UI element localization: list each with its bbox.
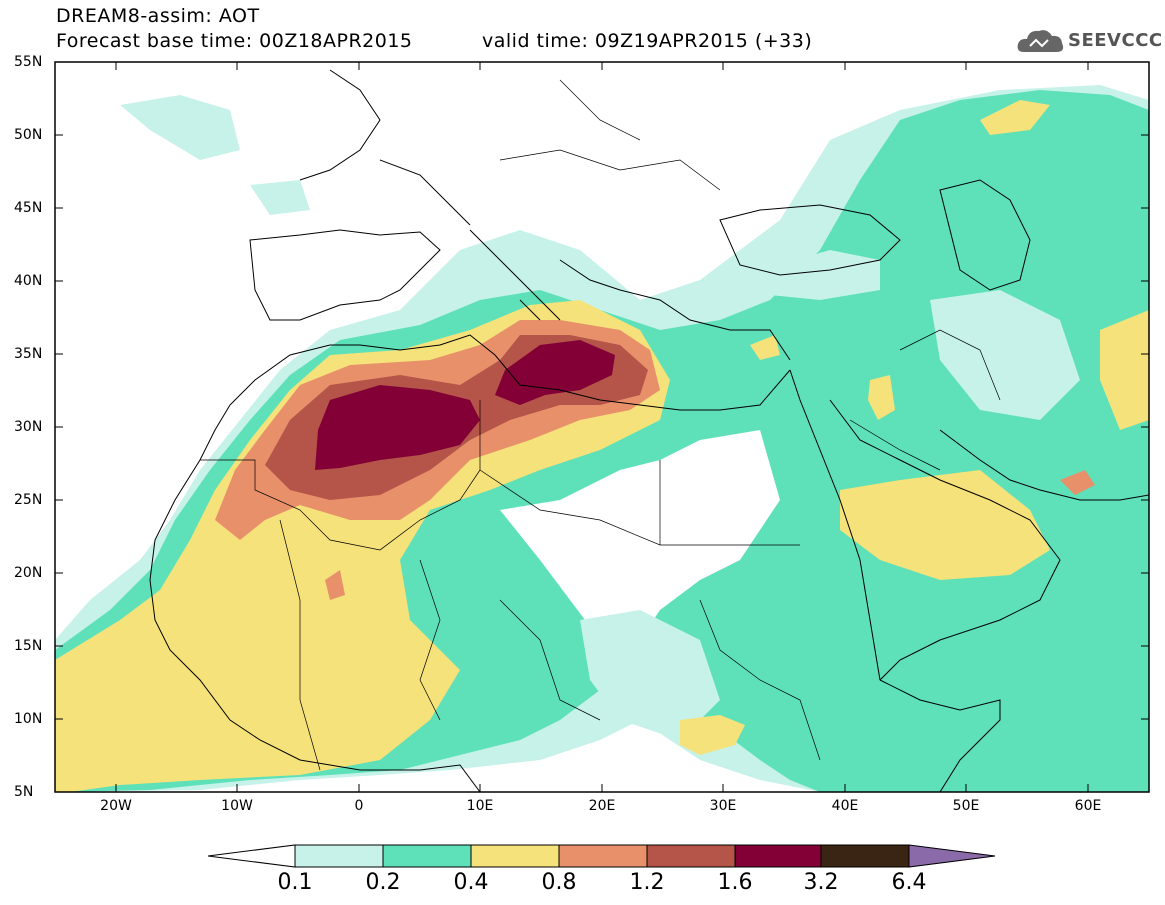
lat-label: 10N bbox=[14, 711, 43, 727]
colorbar-high-arrow bbox=[908, 844, 996, 868]
base-time-label: Forecast base time: 00Z18APR2015 bbox=[56, 30, 413, 52]
coast-france-uk bbox=[299, 69, 471, 226]
tick-marks bbox=[55, 61, 1149, 792]
colorbar-swatch-5 bbox=[646, 844, 736, 868]
lat-label: 30N bbox=[14, 419, 43, 435]
colorbar-label: 1.2 bbox=[629, 870, 665, 895]
colorbar-swatch-1 bbox=[294, 844, 384, 868]
colorbar bbox=[207, 844, 996, 868]
lon-label: 40E bbox=[831, 798, 859, 814]
colorbar-label: 0.8 bbox=[541, 870, 577, 895]
colorbar-label: 6.4 bbox=[891, 870, 927, 895]
coast-persian-gulf bbox=[939, 429, 1149, 501]
aot-band-0.4-iran bbox=[1100, 310, 1149, 430]
aot-band-0.4-sudan bbox=[680, 715, 745, 755]
aot-low-sudan bbox=[580, 610, 720, 740]
aot-band-0.8-patch bbox=[325, 570, 345, 600]
aot-low-sahara bbox=[500, 430, 780, 640]
lat-label: 20N bbox=[14, 565, 43, 581]
coast-red-sea bbox=[789, 369, 881, 681]
aot-band-1.6-east bbox=[495, 340, 615, 405]
coast-arabia bbox=[829, 399, 1061, 681]
coast-balkans bbox=[559, 259, 791, 361]
lat-label: 25N bbox=[14, 492, 43, 508]
colorbar-swatch-6 bbox=[734, 844, 822, 868]
lat-label: 45N bbox=[14, 200, 43, 216]
colorbar-swatch-7 bbox=[820, 844, 910, 868]
lon-label: 20E bbox=[588, 798, 616, 814]
aot-band-0.4-caspian bbox=[980, 100, 1050, 135]
aot-band-1.6-west bbox=[315, 385, 480, 470]
coast-iberia bbox=[249, 229, 441, 321]
lon-label: 20W bbox=[100, 798, 132, 814]
colorbar-swatch-3 bbox=[470, 844, 560, 868]
lat-label: 35N bbox=[14, 346, 43, 362]
cloud-logo-icon bbox=[1017, 30, 1064, 52]
brand-logo-text: SEEVCCC bbox=[1068, 30, 1163, 51]
lat-label: 50N bbox=[14, 127, 43, 143]
aot-band-0.4-iraq bbox=[868, 375, 895, 420]
aot-low-turkey bbox=[760, 250, 880, 300]
political-borders bbox=[200, 79, 1001, 771]
lon-label: 10E bbox=[466, 798, 494, 814]
lat-label: 5N bbox=[14, 784, 34, 800]
colorbar-label: 0.1 bbox=[277, 870, 313, 895]
colorbar-label: 1.6 bbox=[717, 870, 753, 895]
colorbar-label: 0.2 bbox=[365, 870, 401, 895]
lon-label: 30E bbox=[709, 798, 737, 814]
lon-label: 60E bbox=[1074, 798, 1102, 814]
aot-band-0.4-levant bbox=[750, 335, 780, 360]
coast-horn-africa bbox=[879, 679, 1001, 792]
lat-label: 55N bbox=[14, 54, 43, 70]
lat-label: 40N bbox=[14, 273, 43, 289]
coast-italy bbox=[469, 229, 561, 321]
coast-africa-west bbox=[229, 334, 791, 411]
aot-contours bbox=[55, 85, 1149, 792]
aot-band-0.1-biscay bbox=[250, 180, 310, 215]
colorbar-label: 3.2 bbox=[803, 870, 839, 895]
lon-label: 50E bbox=[952, 798, 980, 814]
chart-title: DREAM8-assim: AOT bbox=[56, 5, 260, 27]
valid-time-label: valid time: 09Z19APR2015 (+33) bbox=[482, 30, 813, 52]
aot-band-0.4-arabia bbox=[840, 470, 1050, 580]
aot-band-0.8-iran bbox=[1060, 470, 1095, 495]
lon-label: 10W bbox=[221, 798, 253, 814]
colorbar-label: 0.4 bbox=[453, 870, 489, 895]
colorbar-swatch-4 bbox=[558, 844, 648, 868]
colorbar-low-arrow bbox=[207, 844, 296, 868]
aot-band-0.1-atlantic bbox=[120, 95, 240, 160]
coast-west-africa bbox=[149, 404, 481, 792]
lat-label: 15N bbox=[14, 638, 43, 654]
aot-low-iran bbox=[930, 290, 1080, 420]
coastlines bbox=[149, 69, 1149, 792]
coast-caspian bbox=[939, 179, 1031, 291]
lon-label: 0 bbox=[354, 798, 364, 814]
coast-black-sea bbox=[719, 204, 901, 276]
colorbar-swatch-2 bbox=[382, 844, 472, 868]
